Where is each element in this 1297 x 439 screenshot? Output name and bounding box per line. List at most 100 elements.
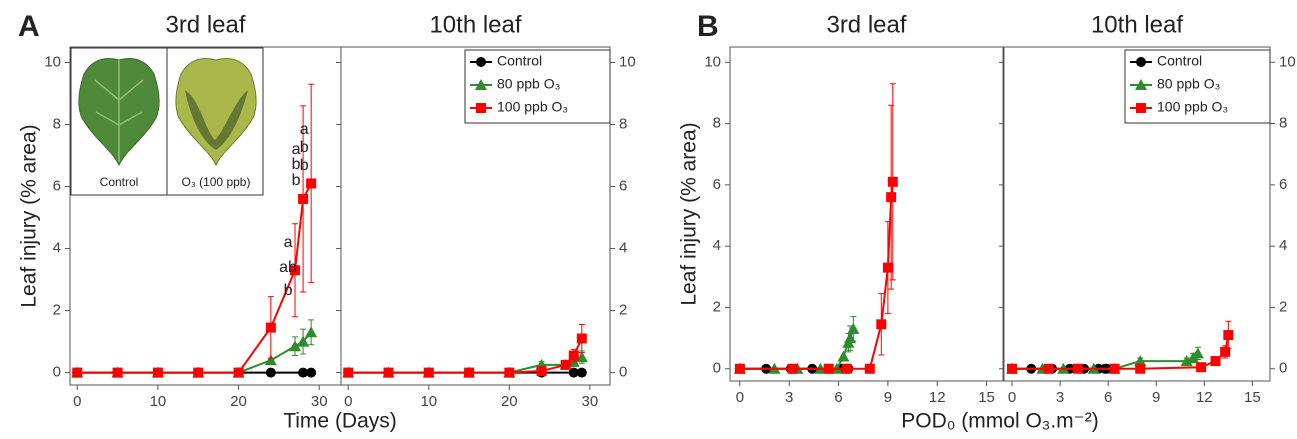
marker: [560, 359, 571, 370]
legend-marker: [476, 57, 486, 67]
legend-marker: [1135, 79, 1147, 90]
legend-marker: [475, 79, 487, 90]
marker: [1134, 355, 1147, 367]
marker: [1043, 363, 1054, 374]
series: [734, 83, 898, 374]
marker: [787, 363, 798, 374]
legend-label: 80 ppb O₃: [497, 76, 560, 92]
y-tick-label: 0: [713, 360, 721, 377]
significance-letter: b: [292, 172, 301, 189]
marker: [568, 367, 579, 378]
y-tick-label: 8: [713, 115, 721, 132]
marker: [305, 326, 318, 338]
x-tick-label: 12: [929, 389, 946, 406]
y-tick-label: 8: [619, 115, 627, 132]
marker: [112, 367, 123, 378]
y-tick-label: 6: [713, 176, 721, 193]
series-line: [739, 328, 855, 370]
marker: [823, 363, 834, 374]
y-tick-label: 4: [619, 240, 627, 257]
y-tick-label: 10: [619, 53, 636, 70]
marker: [193, 367, 204, 378]
panel-letter: A: [18, 10, 40, 43]
y-tick-label: 6: [619, 178, 627, 195]
marker: [290, 265, 301, 276]
significance-letter: a: [284, 234, 293, 251]
marker: [1135, 363, 1146, 374]
x-tick-label: 15: [978, 389, 995, 406]
marker: [1180, 355, 1193, 367]
marker: [887, 176, 898, 187]
x-tick-label: 30: [582, 393, 599, 410]
marker: [864, 363, 875, 374]
significance-letter: b: [292, 156, 301, 173]
legend-label: 80 ppb O₃: [1157, 76, 1220, 92]
series: [72, 83, 317, 378]
marker: [841, 363, 852, 374]
marker: [1109, 363, 1120, 374]
x-tick-label: 6: [1104, 389, 1112, 406]
series: [1007, 320, 1234, 374]
x-tick-label: 3: [1056, 389, 1064, 406]
x-tick-label: 15: [1244, 389, 1261, 406]
leaf-ozone: [175, 58, 257, 167]
plot-frame: [340, 46, 611, 386]
series-line: [77, 331, 312, 374]
marker: [844, 332, 857, 344]
y-tick-label: 2: [53, 302, 61, 319]
significance-letter: b: [300, 157, 309, 174]
marker: [297, 335, 310, 347]
y-tick-label: 2: [1279, 298, 1287, 315]
y-tick-label: 10: [1279, 53, 1296, 70]
y-tick-label: 4: [1279, 237, 1287, 254]
x-tick-label: 0: [736, 389, 744, 406]
marker: [1196, 362, 1207, 373]
y-tick-label: 10: [704, 53, 721, 70]
marker: [1210, 356, 1221, 367]
panel-letter: B: [697, 10, 719, 43]
marker: [1191, 347, 1204, 359]
x-axis-label: Time (Days): [283, 410, 397, 433]
marker: [264, 354, 277, 366]
y-tick-label: 0: [53, 364, 61, 381]
panel-title: 3rd leaf: [826, 11, 906, 38]
marker: [536, 366, 547, 377]
legend-label: 100 ppb O₃: [1157, 99, 1228, 115]
legend-marker: [1136, 57, 1146, 67]
series-line: [348, 338, 583, 374]
marker: [233, 367, 244, 378]
inset-label: O₃ (100 ppb): [182, 175, 251, 189]
marker: [423, 367, 434, 378]
x-tick-label: 3: [785, 389, 793, 406]
marker: [1220, 346, 1231, 357]
marker: [1007, 363, 1018, 374]
marker: [265, 322, 276, 333]
marker: [575, 351, 588, 363]
x-axis-label: POD₀ (mmol O₃.m⁻²): [901, 410, 1099, 433]
plot-frame: [1003, 46, 1271, 382]
marker: [886, 192, 897, 203]
x-tick-label: 9: [884, 389, 892, 406]
x-tick-label: 0: [344, 393, 352, 410]
marker: [306, 367, 317, 378]
leaf-veins: [94, 60, 144, 162]
legend-marker: [476, 103, 486, 113]
inset-label: Control: [100, 175, 139, 189]
significance-letter: a: [292, 141, 301, 158]
legend-label: Control: [1157, 53, 1202, 69]
marker: [383, 367, 394, 378]
panel-title: 10th leaf: [1091, 11, 1183, 38]
marker: [576, 333, 587, 344]
marker: [504, 367, 515, 378]
y-tick-label: 2: [713, 298, 721, 315]
marker: [568, 350, 579, 361]
legend-label: Control: [497, 53, 542, 69]
panel-title: 10th leaf: [429, 11, 521, 38]
y-tick-label: 8: [53, 115, 61, 132]
significance-letter: b: [300, 139, 309, 156]
y-tick-label: 6: [1279, 176, 1287, 193]
marker: [72, 367, 83, 378]
x-tick-label: 30: [311, 393, 328, 410]
